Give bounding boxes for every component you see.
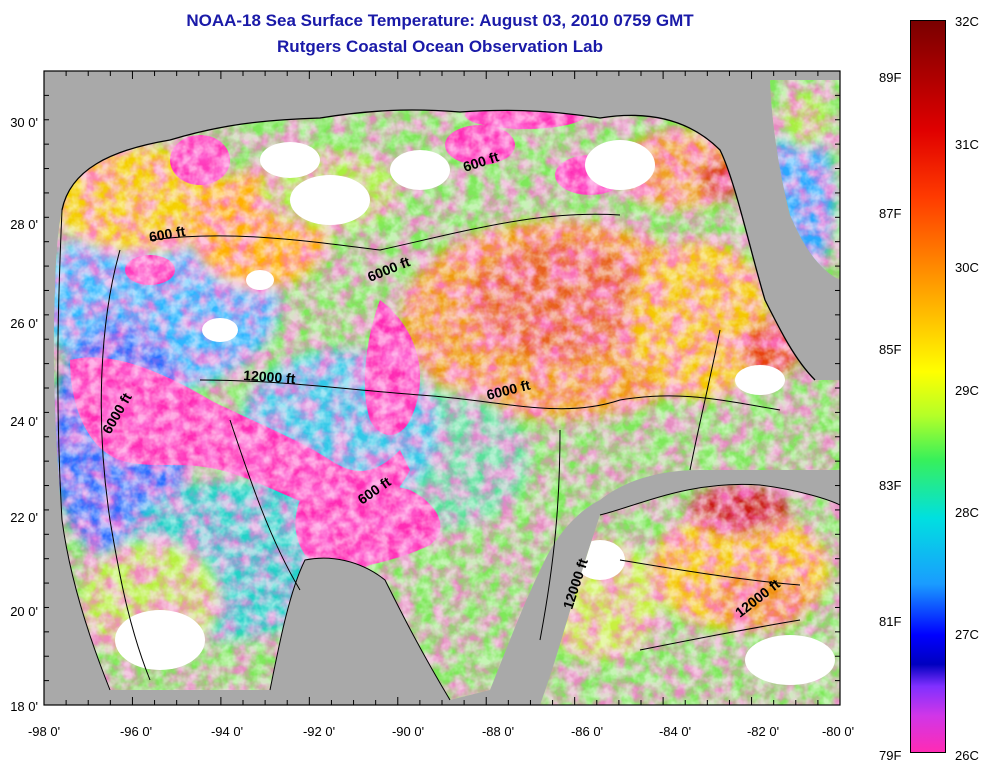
lon-label: -82 0' [746, 724, 780, 739]
lon-label: -84 0' [658, 724, 692, 739]
lon-label: -92 0' [302, 724, 336, 739]
colorbar-celsius-label: 32C [955, 14, 979, 29]
sst-field [53, 80, 840, 705]
colorbar-fahrenheit-label: 81F [879, 614, 902, 629]
axis-ticks [43, 70, 841, 706]
contour-label: 600 ft [148, 223, 187, 245]
colorbar-fahrenheit-label: 79F [879, 748, 902, 763]
colorbar-fahrenheit-label: 85F [879, 342, 902, 357]
lon-label: -98 0' [27, 724, 61, 739]
lon-label: -96 0' [119, 724, 153, 739]
temperature-colorbar [910, 20, 946, 753]
colorbar-fahrenheit-label: 89F [879, 70, 902, 85]
lon-label: -88 0' [481, 724, 515, 739]
map-title: NOAA-18 Sea Surface Temperature: August … [186, 11, 694, 30]
colorbar-celsius-label: 30C [955, 260, 979, 275]
lon-label: -86 0' [570, 724, 604, 739]
colorbar-fahrenheit-label: 87F [879, 206, 902, 221]
colorbar-fahrenheit-label: 83F [879, 478, 902, 493]
lon-label: -80 0' [821, 724, 855, 739]
lat-label: 30 0' [10, 115, 38, 130]
colorbar-celsius-label: 28C [955, 505, 979, 520]
lat-label: 18 0' [10, 699, 38, 714]
lon-label: -90 0' [391, 724, 425, 739]
lat-label: 20 0' [10, 604, 38, 619]
lon-label: -94 0' [210, 724, 244, 739]
lat-label: 24 0' [10, 414, 38, 429]
bathymetry-contours [57, 109, 840, 701]
cloud-patches [115, 140, 835, 685]
contour-label: 12000 ft [243, 367, 296, 387]
lat-label: 28 0' [10, 217, 38, 232]
colorbar-celsius-label: 26C [955, 748, 979, 763]
colorbar-celsius-label: 29C [955, 383, 979, 398]
lat-label: 22 0' [10, 510, 38, 525]
colorbar-celsius-label: 27C [955, 627, 979, 642]
colorbar-celsius-label: 31C [955, 137, 979, 152]
map-subtitle: Rutgers Coastal Ocean Observation Lab [277, 37, 603, 56]
lat-label: 26 0' [10, 316, 38, 331]
